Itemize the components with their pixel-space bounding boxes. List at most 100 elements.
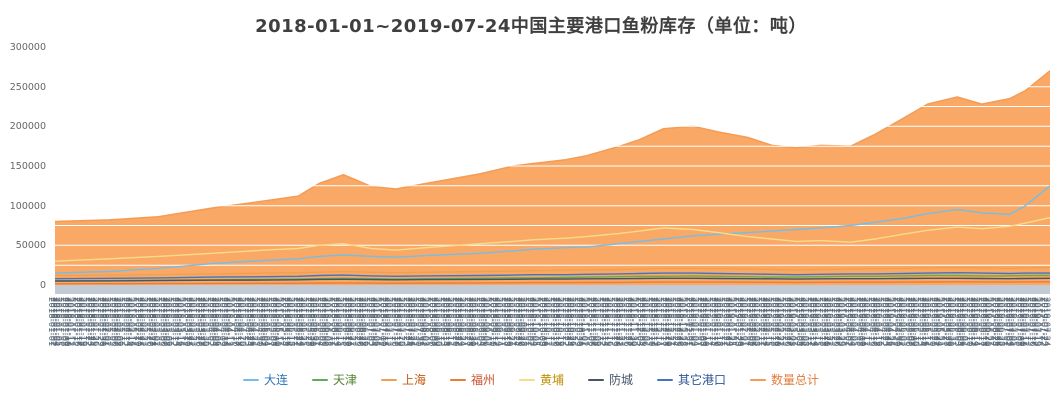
x-tick-label: 2019-01-23	[722, 297, 733, 347]
x-tick-label: 2018-12-24	[670, 297, 681, 347]
x-tick-label: 2019-03-18	[817, 297, 828, 347]
x-tick-label: 2018-03-09	[163, 297, 174, 347]
x-tick-label: 2019-02-26	[782, 297, 793, 347]
x-tick-label: 2018-12-28	[677, 297, 688, 347]
x-tick-label: 2019-04-29	[890, 297, 901, 347]
x-tick-label: 2018-12-25	[672, 297, 682, 347]
x-tick-label: 2019-03-07	[797, 297, 808, 347]
series-line-fuzhou	[55, 281, 1050, 285]
x-tick-label: 2018-04-19	[234, 297, 245, 347]
x-tick-label: 2018-09-05	[477, 297, 488, 347]
x-tick-label: 2018-10-17	[551, 297, 562, 347]
legend-item-huangpu[interactable]: 黄埔	[519, 371, 564, 388]
x-tick-label: 2018-12-04	[635, 297, 646, 347]
x-tick-label: 2018-06-04	[315, 297, 326, 347]
x-tick-label: 2018-05-29	[304, 297, 315, 347]
x-tick-label: 2019-01-15	[708, 297, 719, 347]
x-tick-label: 2018-07-31	[415, 297, 425, 347]
x-tick-label: 2018-08-08	[429, 297, 439, 347]
x-tick-label: 2018-09-19	[502, 297, 513, 347]
x-tick-label: 2019-02-15	[763, 297, 773, 347]
y-tick-label: 100000	[9, 200, 46, 212]
x-tick-label: 2019-04-11	[859, 297, 870, 347]
x-tick-label: 2019-05-20	[927, 297, 938, 347]
x-tick-label: 2018-05-16	[282, 297, 293, 347]
x-tick-label: 2019-05-15	[918, 297, 929, 347]
x-tick-label: 2018-10-29	[572, 297, 583, 347]
x-tick-label: 2018-09-12	[490, 297, 501, 347]
x-tick-label: 2018-02-02	[102, 297, 112, 347]
x-tick-label: 2018-04-27	[248, 297, 259, 347]
x-tick-label: 2019-02-27	[783, 297, 794, 347]
legend-item-tianjin[interactable]: 天津	[311, 371, 357, 388]
x-tick-label: 2018-08-15	[441, 297, 452, 347]
x-tick-label: 2018-02-20	[133, 297, 144, 347]
x-tick-label: 2018-12-07	[640, 297, 651, 347]
x-tick-label: 2019-06-14	[971, 297, 982, 347]
x-tick-label: 2018-04-05	[210, 297, 221, 347]
x-tick-label: 2018-08-02	[418, 297, 429, 347]
x-tick-label: 2019-02-28	[785, 297, 796, 347]
x-tick-label: 2019-02-06	[747, 297, 758, 347]
legend-item-total[interactable]: 数量总计	[750, 371, 819, 388]
x-tick-label: 2018-01-04	[51, 297, 62, 347]
x-tick-label: 2018-04-11	[220, 297, 231, 347]
x-tick-label: 2018-08-29	[465, 297, 476, 347]
x-tick-label: 2018-03-21	[184, 297, 195, 347]
x-tick-label: 2018-10-18	[553, 297, 564, 347]
x-tick-label: 2019-01-14	[707, 297, 717, 347]
legend-item-other-ports[interactable]: 其它港口	[657, 371, 726, 388]
legend-label: 黄埔	[540, 373, 565, 387]
x-tick-label: 2018-04-20	[236, 297, 247, 347]
x-tick-label: 2018-05-08	[268, 297, 279, 347]
x-tick-label: 2019-05-16	[920, 297, 931, 347]
x-tick-label: 2019-06-11	[965, 297, 976, 347]
x-tick-label: 2019-07-04	[1006, 297, 1016, 347]
x-tick-label: 2019-04-03	[845, 297, 856, 347]
x-tick-label: 2018-03-12	[168, 297, 179, 347]
x-tick-label: 2018-02-12	[119, 297, 130, 347]
x-tick-label: 2019-07-05	[1007, 297, 1018, 347]
x-tick-label: 2019-07-12	[1020, 297, 1030, 347]
x-tick-label: 2018-05-11	[273, 297, 284, 347]
x-tick-label: 2019-07-19	[1032, 297, 1043, 347]
x-tick-label: 2018-03-27	[194, 297, 205, 347]
x-tick-label: 2018-02-15	[124, 297, 135, 347]
x-tick-label: 2019-02-19	[770, 297, 780, 347]
x-tick-label: 2019-03-04	[792, 297, 803, 347]
x-tick-label: 2018-06-19	[341, 297, 352, 347]
x-tick-label: 2019-04-25	[883, 297, 894, 347]
x-tick-label: 2018-12-27	[675, 297, 686, 347]
x-tick-label: 2018-04-06	[212, 297, 223, 347]
x-tick-label: 2018-12-10	[645, 297, 656, 347]
x-tick-label: 2018-04-12	[222, 297, 233, 347]
legend-marker-icon	[657, 378, 674, 381]
x-tick-label: 2018-01-10	[61, 297, 72, 347]
x-tick-label: 2018-01-16	[72, 297, 83, 347]
x-tick-label: 2018-05-10	[271, 297, 282, 347]
x-tick-label: 2018-05-03	[259, 297, 270, 347]
x-tick-label: 2018-05-25	[297, 297, 308, 347]
x-tick-label: 2018-11-21	[612, 297, 623, 347]
x-tick-label: 2019-06-13	[969, 297, 980, 347]
x-tick-label: 2018-09-20	[504, 297, 515, 347]
legend-item-fangcheng[interactable]: 防城	[588, 371, 633, 388]
x-tick-label: 2018-07-10	[378, 297, 389, 347]
x-tick-label: 2019-06-05	[955, 297, 966, 347]
x-tick-label: 2019-01-17	[712, 297, 723, 347]
x-tick-label: 2019-06-27	[993, 297, 1004, 347]
x-tick-label: 2019-02-12	[757, 297, 768, 347]
legend-item-shanghai[interactable]: 上海	[380, 371, 426, 388]
x-tick-label: 2018-01-18	[75, 297, 86, 347]
x-tick-label: 2018-03-29	[198, 297, 209, 347]
x-tick-label: 2019-05-10	[909, 297, 920, 347]
x-tick-label: 2018-05-14	[278, 297, 289, 347]
legend-item-dalian[interactable]: 大连	[242, 371, 288, 388]
x-tick-label: 2018-09-04	[476, 297, 487, 347]
legend-item-fuzhou[interactable]: 福州	[449, 371, 495, 388]
x-tick-label: 2019-01-09	[698, 297, 709, 347]
x-tick-label: 2018-08-30	[467, 297, 478, 347]
x-tick-label: 2018-03-02	[150, 297, 161, 347]
x-tick-label: 2018-09-10	[486, 297, 497, 347]
x-tick-label: 2018-06-29	[359, 297, 369, 347]
